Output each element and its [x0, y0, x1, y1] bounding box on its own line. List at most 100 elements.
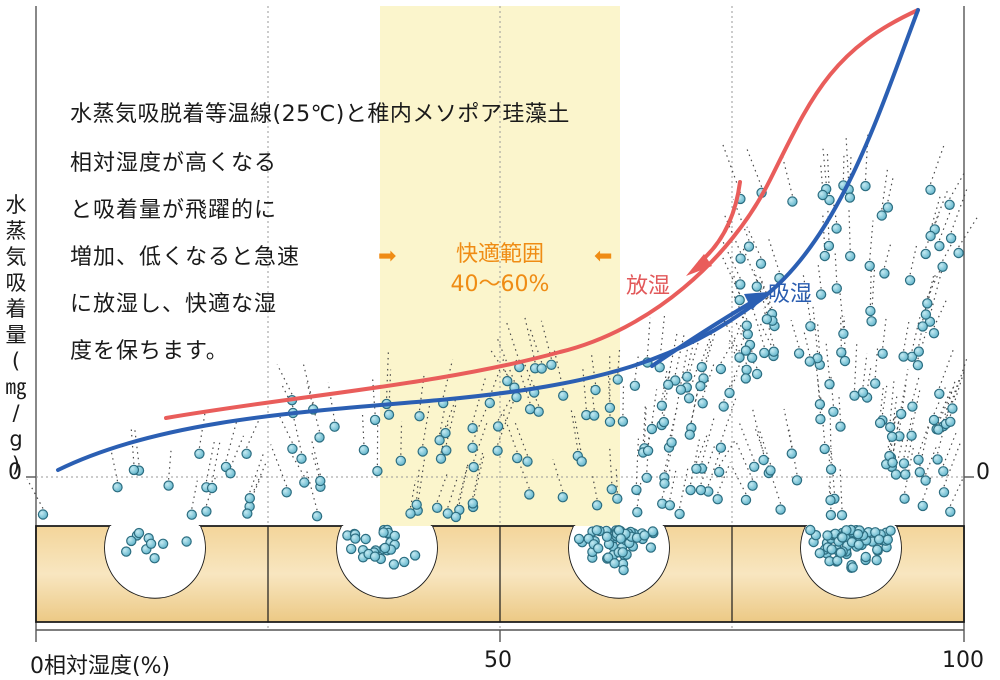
water-particle: [468, 424, 477, 433]
vapor-trail: [675, 333, 684, 375]
vapor-trail: [743, 249, 757, 281]
vapor-trail: [934, 298, 947, 327]
desorption-arrow-icon: [700, 182, 740, 262]
y-axis-label-char: g: [4, 426, 28, 452]
water-particle: [300, 478, 309, 487]
water-particle: [646, 543, 655, 552]
water-particle: [840, 356, 849, 365]
diagram-title: 水蒸気吸脱着等温線(25℃)と稚内メソポア珪藻土: [70, 96, 570, 128]
water-particle: [899, 352, 908, 361]
vapor-trail: [169, 451, 171, 480]
comfort-zone-range: 40〜60%: [400, 270, 600, 300]
water-particle: [242, 449, 251, 458]
vapor-trail: [901, 369, 908, 408]
description-line: 度を保ちます。: [70, 328, 300, 375]
water-particle: [380, 543, 389, 552]
water-particle: [468, 443, 477, 452]
water-particle: [400, 557, 409, 566]
description-line: 相対湿度が高くなる: [70, 140, 300, 187]
water-particle: [418, 447, 427, 456]
water-particle: [591, 385, 600, 394]
water-particle: [829, 407, 838, 416]
vapor-trail: [880, 384, 884, 417]
vapor-trail: [890, 380, 894, 421]
water-particle: [713, 495, 722, 504]
water-particle: [839, 329, 848, 338]
water-particle: [640, 531, 649, 540]
water-particle: [351, 534, 360, 543]
water-particle: [696, 382, 705, 391]
vapor-trail: [930, 267, 943, 315]
water-particle: [935, 242, 944, 251]
water-particle: [182, 537, 191, 546]
vapor-trail: [950, 171, 966, 199]
vapor-trail: [732, 467, 746, 494]
water-particle: [891, 470, 900, 479]
water-particle: [433, 503, 442, 512]
vapor-trail: [959, 218, 978, 247]
water-particle: [908, 402, 917, 411]
water-particle: [897, 409, 906, 418]
water-particle: [850, 391, 859, 400]
water-particle: [873, 545, 882, 554]
water-particle: [826, 510, 835, 519]
water-particle: [744, 242, 753, 251]
vapor-trail: [910, 245, 917, 274]
water-particle: [243, 509, 252, 518]
vapor-trail: [821, 163, 823, 190]
water-particle: [827, 465, 836, 474]
vapor-trail: [373, 377, 376, 414]
water-particle: [526, 405, 535, 414]
water-particle: [593, 501, 602, 510]
water-particle: [815, 400, 824, 409]
vapor-trail: [843, 153, 844, 179]
water-particle: [451, 512, 460, 521]
y-zero-right: 0: [976, 460, 990, 485]
water-particle: [888, 432, 897, 441]
vapor-trail: [883, 315, 887, 348]
water-particle: [736, 254, 745, 263]
x-tick-label-100: 100: [942, 648, 984, 673]
water-particle: [946, 417, 955, 426]
water-particle: [359, 445, 368, 454]
water-particle: [846, 252, 855, 261]
water-particle: [817, 290, 826, 299]
x-axis-label: 0相対湿度(%): [30, 648, 170, 680]
water-particle: [788, 197, 797, 206]
water-particle: [872, 556, 881, 565]
water-particle: [947, 234, 956, 243]
vapor-trail: [951, 187, 967, 232]
water-particle: [379, 528, 388, 537]
water-particle: [939, 488, 948, 497]
y-axis-label-char: (: [4, 348, 28, 374]
comfort-zone-label: 快適範囲 40〜60%: [400, 240, 600, 300]
vapor-trail: [840, 293, 843, 328]
water-particle: [858, 388, 867, 397]
water-particle: [760, 348, 769, 357]
water-particle: [806, 322, 815, 331]
water-particle: [697, 363, 706, 372]
water-particle: [647, 424, 656, 433]
water-particle: [607, 485, 616, 494]
water-particle: [787, 449, 796, 458]
water-particle: [750, 462, 759, 471]
water-particle: [642, 473, 651, 482]
water-particle: [914, 455, 923, 464]
vapor-trail: [27, 479, 43, 508]
y-axis-label-char: 吸: [4, 270, 28, 296]
water-particle: [129, 465, 138, 474]
vapor-trail: [804, 331, 810, 356]
vapor-trail: [747, 149, 762, 187]
vapor-trail: [826, 343, 829, 379]
vapor-trail: [199, 412, 205, 448]
water-particle: [929, 415, 938, 424]
water-particle: [313, 512, 322, 521]
water-particle: [837, 348, 846, 357]
water-particle: [867, 317, 876, 326]
water-particle: [537, 364, 546, 373]
water-particle: [226, 469, 235, 478]
vapor-trail: [884, 241, 891, 267]
vapor-trail: [919, 419, 931, 454]
water-particle: [396, 456, 405, 465]
water-particle: [906, 276, 915, 285]
